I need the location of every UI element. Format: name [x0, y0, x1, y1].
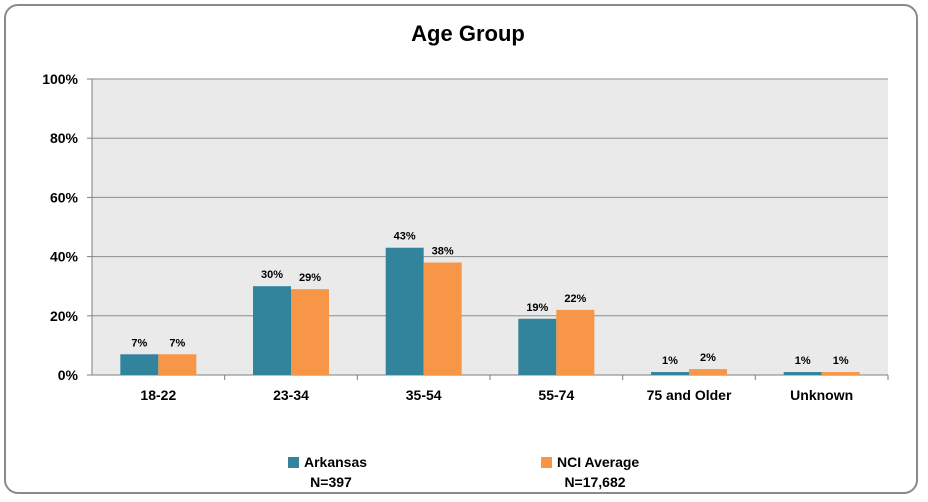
- bar-arkansas: [120, 354, 159, 375]
- data-label: 19%: [526, 302, 548, 314]
- x-tick-label: 35-54: [406, 387, 442, 403]
- bar-nci-average: [689, 369, 727, 375]
- y-tick-label: 20%: [50, 308, 79, 324]
- data-label: 1%: [795, 355, 811, 367]
- x-tick-label: 55-74: [538, 387, 574, 403]
- bar-arkansas: [783, 372, 822, 375]
- chart-title: Age Group: [411, 21, 525, 46]
- bar-nci-average: [291, 289, 329, 375]
- x-tick-label: 18-22: [140, 387, 176, 403]
- x-tick-label: Unknown: [790, 387, 853, 403]
- y-tick-label: 60%: [50, 189, 79, 205]
- legend-swatch: [541, 457, 552, 468]
- data-label: 22%: [564, 293, 586, 305]
- bar-nci-average: [423, 262, 462, 375]
- legend-n-label: N=397: [310, 474, 352, 490]
- data-label: 29%: [299, 272, 321, 284]
- bar-nci-average: [556, 309, 595, 375]
- data-label: 1%: [662, 355, 678, 367]
- y-tick-label: 100%: [42, 71, 78, 87]
- plot-area: [92, 79, 888, 375]
- data-label: 30%: [261, 269, 283, 281]
- bar-nci-average: [821, 372, 860, 375]
- legend-swatch: [288, 457, 299, 468]
- data-label: 2%: [700, 352, 716, 364]
- data-label: 38%: [432, 246, 454, 258]
- bar-arkansas: [253, 286, 291, 375]
- data-label: 43%: [394, 231, 416, 243]
- x-tick-label: 23-34: [273, 387, 309, 403]
- data-label: 7%: [131, 337, 147, 349]
- y-tick-label: 80%: [50, 130, 79, 146]
- bar-arkansas: [651, 372, 689, 375]
- x-tick-label: 75 and Older: [647, 387, 732, 403]
- y-tick-label: 40%: [50, 249, 79, 265]
- data-label: 1%: [833, 355, 849, 367]
- legend-n-label: N=17,682: [564, 474, 625, 490]
- legend-label: Arkansas: [304, 454, 367, 470]
- y-tick-label: 0%: [58, 367, 79, 383]
- bar-arkansas: [385, 247, 424, 375]
- legend-label: NCI Average: [557, 454, 639, 470]
- bar-arkansas: [518, 318, 557, 375]
- bar-nci-average: [158, 354, 197, 375]
- data-label: 7%: [169, 337, 185, 349]
